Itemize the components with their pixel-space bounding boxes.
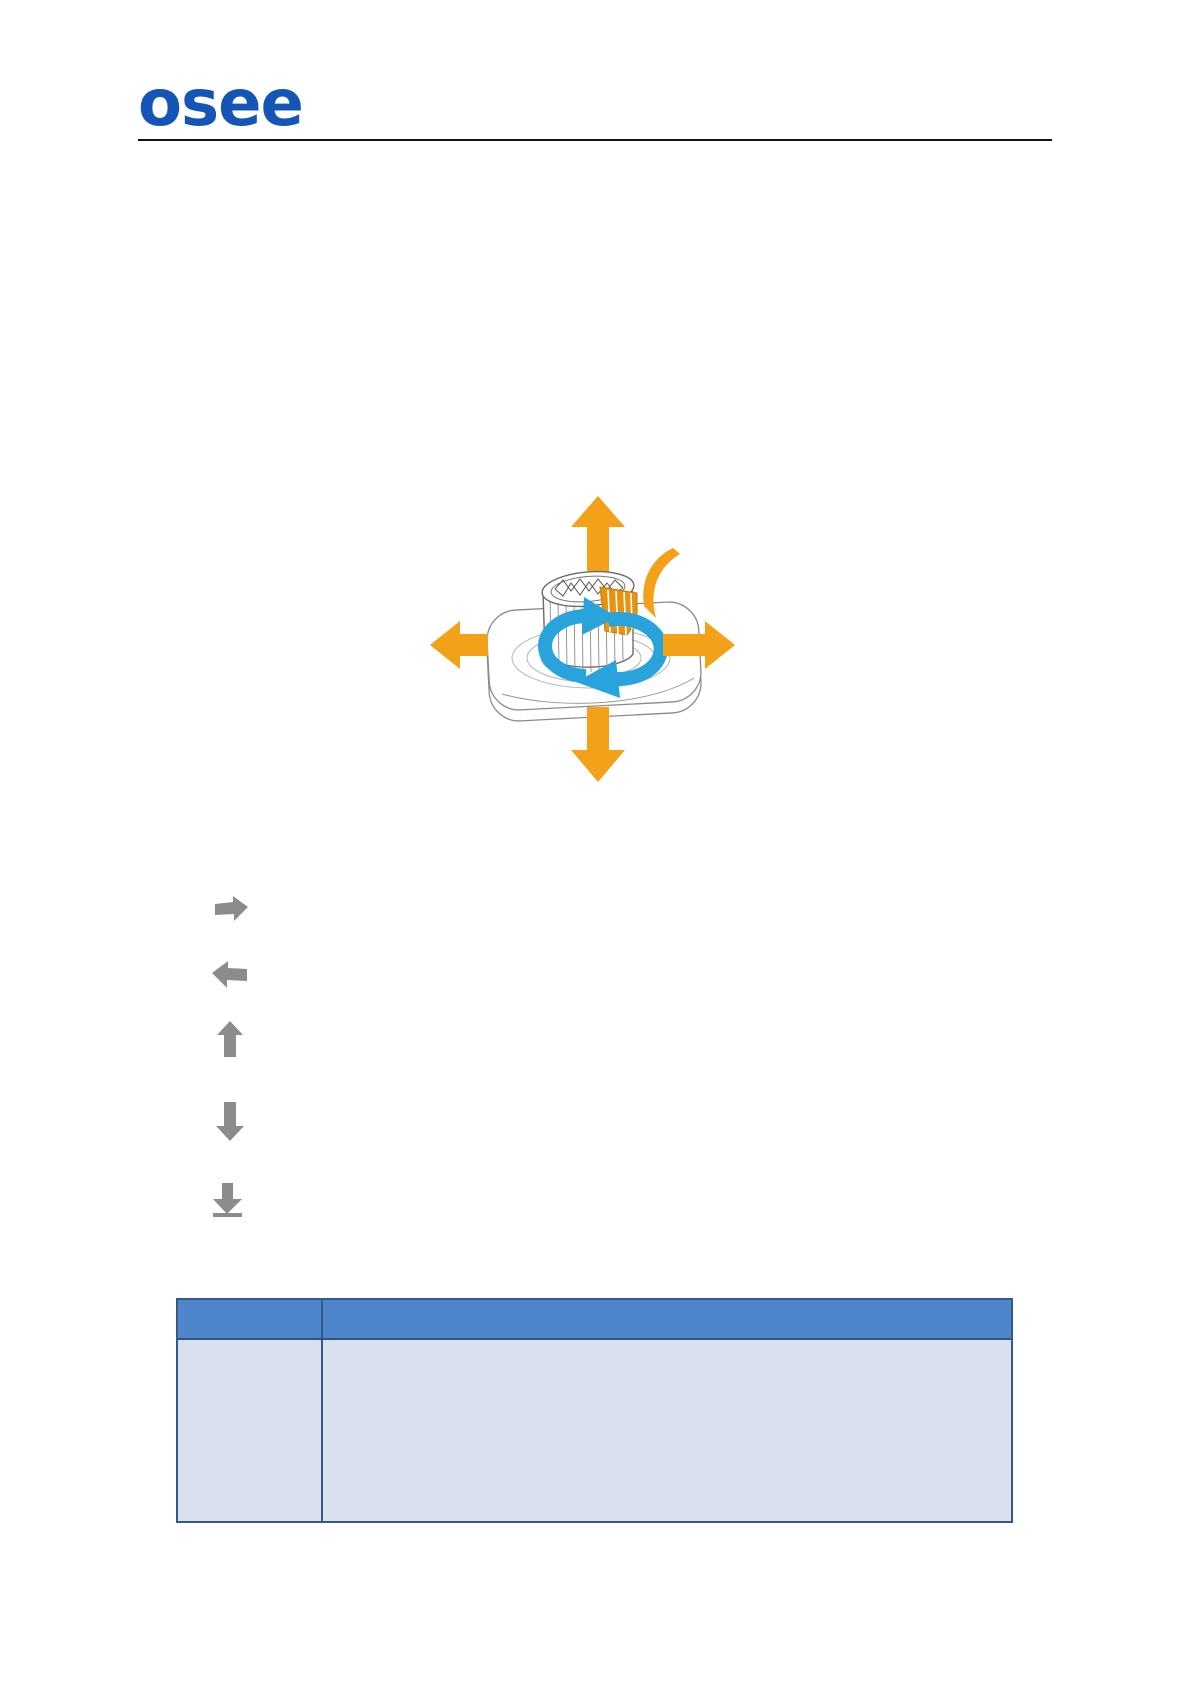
rotate-cw-arrow bbox=[576, 612, 668, 698]
table-header-row bbox=[178, 1300, 1011, 1340]
table-cell-2 bbox=[323, 1340, 1011, 1521]
right-arrow-icon bbox=[215, 896, 248, 921]
left-arrow-icon bbox=[212, 961, 247, 988]
header-rule bbox=[138, 139, 1052, 141]
table-row bbox=[178, 1340, 1011, 1521]
up-arrow-icon bbox=[217, 1021, 243, 1057]
press-swoosh-arrow bbox=[643, 548, 680, 618]
rotate-ccw-arrow bbox=[538, 597, 617, 683]
down-arrow-icon bbox=[216, 1102, 244, 1141]
left-arrow bbox=[430, 621, 488, 669]
table-cell-1 bbox=[178, 1340, 323, 1521]
table-header-cell-1 bbox=[178, 1300, 323, 1338]
knob-direction-illustration bbox=[430, 496, 735, 782]
up-arrow bbox=[571, 496, 625, 574]
table-header-cell-2 bbox=[323, 1300, 1011, 1338]
down-arrow-to-line-icon bbox=[213, 1183, 242, 1217]
info-table bbox=[176, 1298, 1013, 1523]
down-arrow bbox=[571, 707, 625, 782]
right-arrow bbox=[663, 621, 735, 669]
osee-logo: osee bbox=[138, 67, 304, 141]
